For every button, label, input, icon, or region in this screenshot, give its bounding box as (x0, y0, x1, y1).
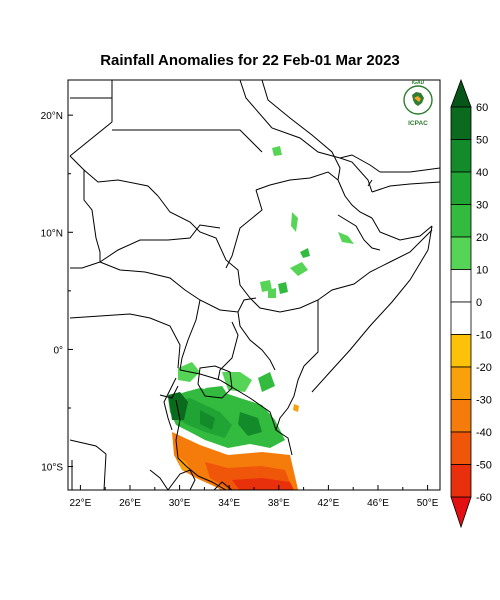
colorbar-segment (450, 269, 472, 303)
colorbar-label: -40 (476, 427, 492, 439)
colorbar-segment (450, 301, 472, 335)
colorbar-label: 40 (476, 167, 488, 179)
lon-tick-label: 46°E (367, 498, 389, 509)
colorbar-segment (450, 171, 472, 205)
colorbar-label: 20 (476, 232, 488, 244)
colorbar-segment (450, 334, 472, 368)
colorbar-label: -50 (476, 460, 492, 472)
colorbar-segment (450, 464, 472, 498)
country-borders (69, 80, 433, 490)
lat-tick-label: 20°N (41, 111, 63, 122)
lon-tick-label: 34°E (218, 498, 240, 509)
colorbar-label: 30 (476, 200, 488, 212)
colorbar-segment (450, 366, 472, 400)
colorbar-label: -30 (476, 395, 492, 407)
logo-accent (414, 96, 421, 102)
colorbar-label: 0 (476, 297, 482, 309)
colorbar-bottom-arrow (450, 496, 472, 529)
lon-tick-label: 30°E (169, 498, 191, 509)
colorbar-segment (450, 204, 472, 238)
colorbar-segment (450, 431, 472, 465)
colorbar-segment (450, 236, 472, 270)
lon-tick-label: 38°E (268, 498, 290, 509)
icpac-logo: IGAD ICPAC (403, 80, 433, 127)
colorbar-top-arrow (450, 78, 472, 108)
lat-tick-label: 0° (53, 345, 63, 356)
lon-tick-label: 42°E (318, 498, 340, 509)
logo-bottom-text: ICPAC (408, 120, 428, 127)
colorbar-label: -10 (476, 330, 492, 342)
arabian-coastline (339, 154, 440, 193)
latitude-ticks: 20°N 10°N 0° 10°S (41, 111, 73, 474)
colorbar-label: 10 (476, 265, 488, 277)
colorbar-legend: 60 50 40 30 20 10 0 -10 -20 -30 -40 -50 -60 (450, 78, 492, 529)
colorbar-label: 60 (476, 102, 488, 114)
colorbar-label: -60 (476, 492, 492, 504)
colorbar-label: -20 (476, 362, 492, 374)
lon-tick-label: 50°E (417, 498, 439, 509)
lon-tick-label: 22°E (70, 498, 92, 509)
longitude-ticks: 22°E 26°E 30°E 34°E 38°E 42°E 46°E 50°E (70, 485, 439, 509)
lon-tick-label: 26°E (119, 498, 141, 509)
colorbar-segment (450, 399, 472, 433)
colorbar-segment (450, 106, 472, 140)
colorbar-label: 50 (476, 135, 488, 147)
map-title: Rainfall Anomalies for 22 Feb-01 Mar 202… (100, 52, 400, 69)
lat-tick-label: 10°S (41, 463, 63, 474)
logo-top-text: IGAD (412, 80, 425, 86)
map-area (69, 80, 440, 490)
lat-tick-label: 10°N (41, 228, 63, 239)
colorbar-segment (450, 139, 472, 173)
rainfall-anomaly-shading (168, 146, 354, 490)
